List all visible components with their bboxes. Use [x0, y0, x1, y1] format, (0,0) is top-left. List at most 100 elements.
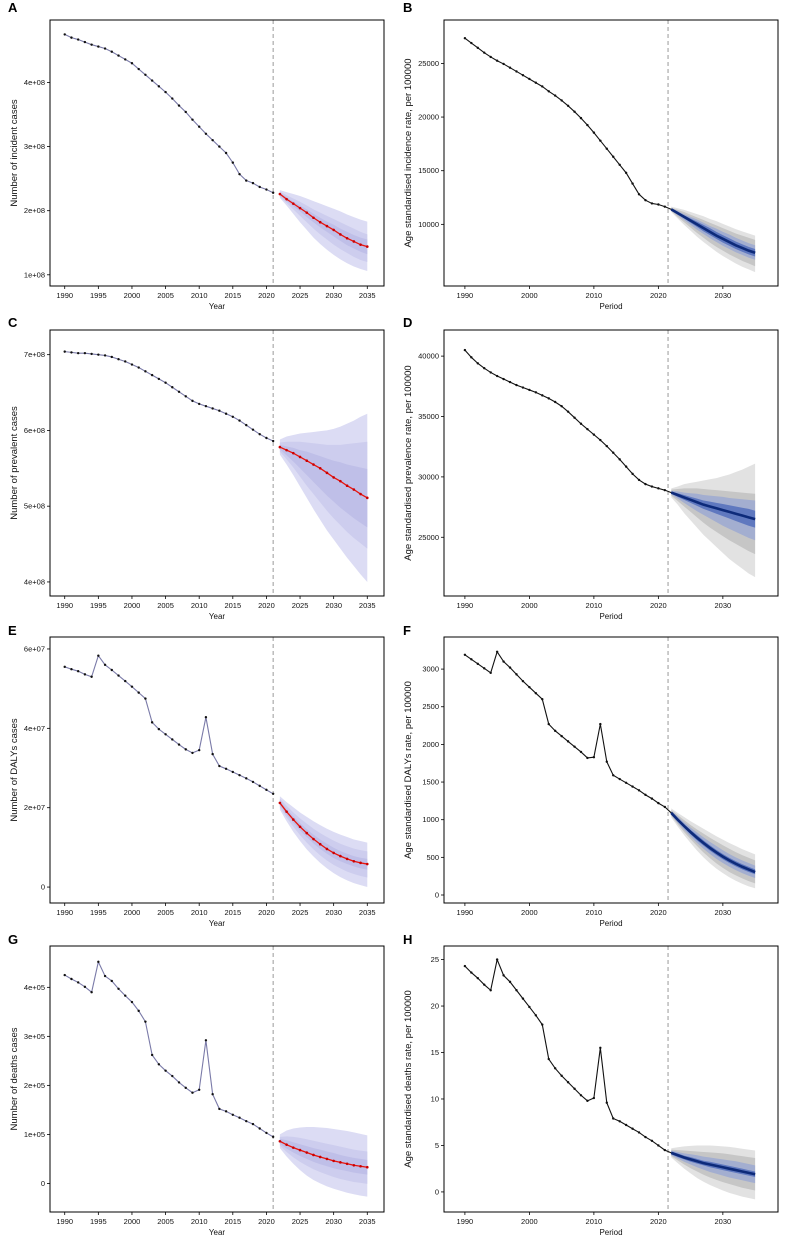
- plot-frame: [49, 329, 385, 597]
- observed-point: [191, 751, 194, 755]
- x-tick-label: 2005: [157, 908, 174, 917]
- x-tick-label: 2015: [224, 908, 241, 917]
- observed-point: [103, 354, 107, 357]
- observed-point: [177, 743, 181, 746]
- forecast-point: [339, 1161, 342, 1164]
- observed-point: [90, 43, 93, 46]
- observed-point: [164, 1069, 167, 1072]
- observed-point: [599, 139, 602, 142]
- x-tick-label: 2010: [586, 908, 603, 917]
- forecast-point: [292, 1146, 295, 1149]
- observed-point: [547, 722, 550, 726]
- observed-point: [218, 764, 221, 768]
- observed-point: [70, 977, 73, 981]
- observed-point: [117, 674, 120, 677]
- observed-point: [70, 36, 73, 39]
- observed-point: [605, 147, 608, 150]
- x-axis-title: Period: [599, 1228, 622, 1237]
- x-tick-label: 2020: [650, 908, 667, 917]
- x-tick-label: 2000: [124, 291, 141, 300]
- observed-point: [573, 416, 576, 419]
- y-tick-label: 5: [435, 1141, 439, 1150]
- y-tick-label: 4e+08: [24, 577, 45, 586]
- observed-point: [586, 756, 589, 760]
- observed-point: [130, 363, 134, 366]
- panel-letter: A: [8, 0, 18, 15]
- observed-point: [144, 1020, 147, 1023]
- observed-point: [579, 750, 583, 754]
- x-tick-label: 2020: [650, 1217, 667, 1226]
- observed-point: [83, 40, 87, 44]
- observed-series-line: [64, 654, 274, 795]
- chart-panel-g: G 1990 1995 2000 2005 2010 2015 2020 2025 2030 203…: [8, 932, 385, 1237]
- observed-point: [547, 90, 550, 93]
- observed-point: [63, 665, 66, 669]
- observed-point: [238, 419, 241, 422]
- observed-point: [150, 373, 154, 377]
- observed-point: [171, 386, 174, 389]
- x-tick-label: 2005: [157, 291, 174, 300]
- observed-point: [90, 991, 93, 994]
- observed-point: [137, 1009, 140, 1013]
- observed-point: [97, 353, 100, 356]
- observed-point: [650, 485, 654, 488]
- x-tick-label: 2020: [650, 601, 667, 610]
- x-axis-title: Period: [599, 302, 622, 311]
- forecast-point: [298, 206, 302, 210]
- observed-point: [553, 400, 557, 404]
- observed-point: [541, 394, 544, 397]
- observed-point: [76, 38, 80, 41]
- observed-point: [599, 438, 602, 442]
- observed-point: [258, 784, 261, 788]
- observed-point: [612, 155, 615, 158]
- observed-point: [117, 54, 120, 57]
- observed-point: [231, 415, 235, 418]
- observed-point: [528, 685, 531, 689]
- observed-point: [463, 964, 467, 968]
- observed-point: [553, 1067, 557, 1070]
- observed-point: [124, 679, 127, 683]
- observed-point: [265, 1131, 268, 1135]
- observed-point: [76, 981, 80, 984]
- observed-point: [560, 734, 563, 738]
- observed-point: [211, 1092, 214, 1096]
- observed-point: [470, 971, 473, 974]
- observed-point: [245, 1119, 248, 1123]
- observed-series-line: [464, 957, 756, 1175]
- observed-point: [258, 433, 261, 436]
- forecast-point: [352, 1163, 356, 1167]
- observed-point: [76, 669, 80, 673]
- observed-point: [579, 116, 583, 120]
- observed-point: [631, 472, 634, 476]
- forecast-point: [285, 448, 288, 452]
- forecast-point: [352, 859, 356, 863]
- observed-point: [592, 433, 596, 436]
- x-tick-label: 2030: [325, 291, 342, 300]
- observed-point: [184, 1086, 187, 1090]
- observed-point: [124, 58, 127, 61]
- x-tick-label: 1995: [90, 291, 107, 300]
- observed-point: [110, 355, 113, 359]
- forecast-point: [345, 857, 349, 861]
- x-tick-label: 2030: [715, 291, 732, 300]
- observed-point: [224, 151, 228, 155]
- observed-point: [560, 99, 563, 102]
- x-tick-label: 2020: [650, 291, 667, 300]
- forecast-point: [292, 818, 295, 821]
- y-tick-label: 2e+05: [24, 1081, 45, 1090]
- observed-point: [528, 388, 531, 392]
- prediction-interval-band: [279, 1138, 368, 1175]
- observed-point: [197, 125, 201, 128]
- panel-letter: G: [8, 932, 18, 947]
- observed-point: [231, 161, 235, 164]
- forecast-point: [332, 228, 335, 232]
- panel-letter: B: [403, 0, 412, 15]
- forecast-point: [365, 496, 369, 500]
- observed-point: [177, 104, 181, 107]
- observed-point: [566, 1081, 570, 1084]
- y-tick-label: 0: [435, 1187, 439, 1196]
- forecast-point: [285, 1143, 288, 1146]
- x-tick-label: 2015: [224, 291, 241, 300]
- observed-point: [238, 1116, 241, 1119]
- observed-point: [184, 748, 187, 751]
